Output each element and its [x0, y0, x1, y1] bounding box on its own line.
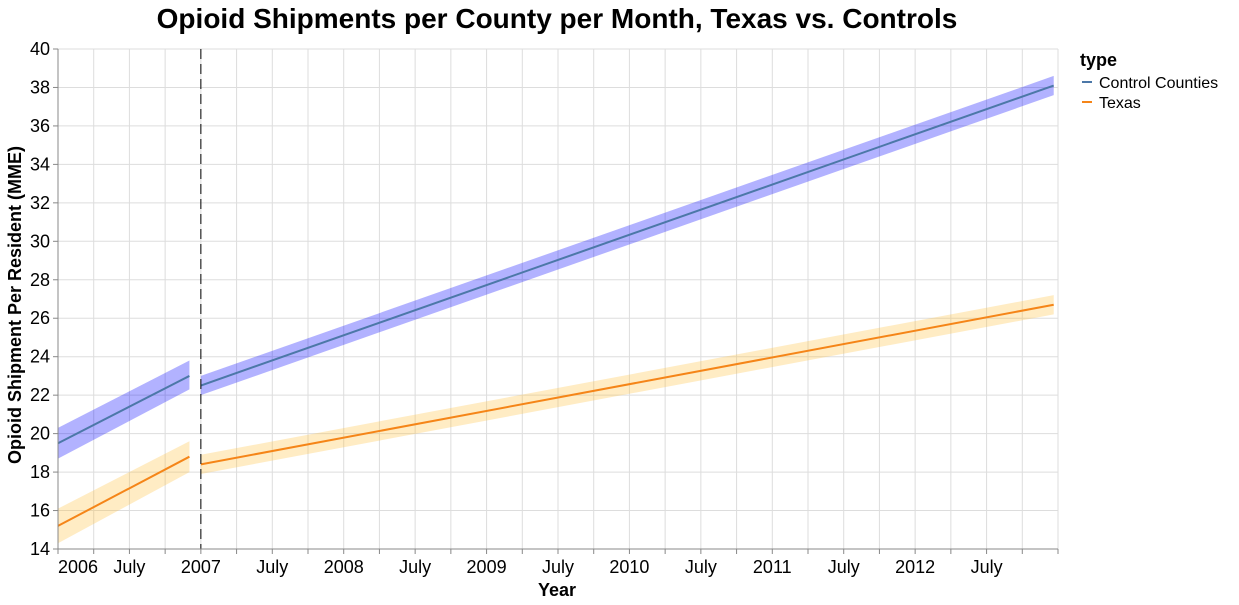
axes: 14 16 18 20 22 24 26 28 30 32 34 36 38 40 2006 July 2007…: [30, 39, 1059, 577]
y-tick-label: 14: [30, 539, 50, 559]
y-tick-label: 32: [30, 193, 50, 213]
legend-label: Control Counties: [1099, 75, 1218, 92]
x-tick-label: July: [542, 557, 574, 577]
y-axis-title: Opioid Shipment Per Resident (MME): [5, 146, 25, 464]
confidence-bands: [58, 75, 1054, 544]
x-tick-label: July: [828, 557, 860, 577]
y-tick-label: 20: [30, 424, 50, 444]
y-tick-label: 36: [30, 116, 50, 136]
legend: type Control Counties Texas: [1080, 50, 1218, 112]
y-tick-label: 28: [30, 270, 50, 290]
y-tick-label: 22: [30, 385, 50, 405]
y-tick-label: 24: [30, 347, 50, 367]
x-tick-label: 2006: [58, 557, 98, 577]
x-tick-label: 2008: [324, 557, 364, 577]
x-tick-label: 2007: [181, 557, 221, 577]
series-lines: [57, 84, 1055, 527]
x-axis-title: Year: [538, 580, 576, 600]
x-tick-label: July: [971, 557, 1003, 577]
y-tick-label: 26: [30, 308, 50, 328]
y-tick-label: 30: [30, 231, 50, 251]
chart-title: Opioid Shipments per County per Month, T…: [157, 3, 958, 34]
y-tick-label: 34: [30, 154, 50, 174]
y-tick-label: 16: [30, 501, 50, 521]
x-tick-label: July: [685, 557, 717, 577]
grid: [57, 48, 1059, 550]
x-tick-label: July: [113, 557, 145, 577]
y-tick-label: 18: [30, 462, 50, 482]
series-line-1-0: [57, 455, 190, 527]
x-tick-label: 2009: [467, 557, 507, 577]
legend-label: Texas: [1099, 95, 1141, 112]
x-tick-label: 2010: [609, 557, 649, 577]
y-tick-label: 40: [30, 39, 50, 59]
x-tick-label: July: [256, 557, 288, 577]
legend-title: type: [1080, 50, 1117, 70]
series-line-0-0: [57, 375, 190, 445]
x-tick-label: July: [399, 557, 431, 577]
x-tick-label: 2012: [895, 557, 935, 577]
series-line-1-1: [200, 303, 1054, 466]
series-line-0-1: [200, 84, 1055, 387]
y-tick-label: 38: [30, 77, 50, 97]
x-tick-label: 2011: [753, 557, 792, 577]
